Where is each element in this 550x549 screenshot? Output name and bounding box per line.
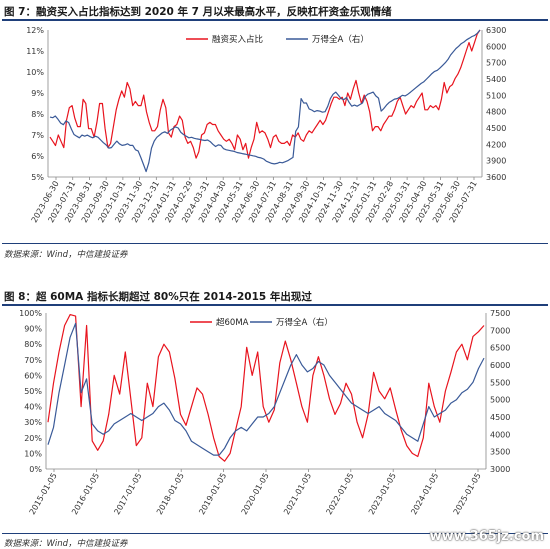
- y-left-tick-label: 90%: [24, 325, 42, 334]
- y-left-tick-label: 40%: [24, 403, 42, 412]
- y-right-tick-label: 6500: [490, 344, 510, 353]
- y-right-tick-label: 4000: [490, 430, 510, 439]
- series-line-0: [49, 29, 481, 159]
- y-right-tick-label: 6000: [486, 42, 506, 51]
- y-left-tick-label: 10%: [24, 449, 42, 458]
- y-left-tick-label: 60%: [24, 371, 42, 380]
- y-right-tick-label: 5700: [486, 59, 506, 68]
- x-tick-label: 2017-01-05: [112, 472, 143, 517]
- y-right-tick-label: 3500: [490, 448, 510, 457]
- x-tick-label: 2016-01-05: [70, 472, 101, 517]
- chart-7: 5% 6% 7% 8% 9% 10% 11% 12% 3600 3900 4200 4500 4800 5…: [26, 26, 506, 224]
- y-right-tick-label: 3000: [490, 465, 510, 474]
- y-left-tick-label: 20%: [24, 434, 42, 443]
- series-line-0: [47, 313, 485, 462]
- x-tick-label: 2023-01-05: [367, 472, 398, 517]
- y-left-tick-label: 12%: [26, 26, 44, 35]
- y-right-tick-label: 5500: [490, 378, 510, 387]
- x-tick-label: 2020-01-05: [240, 472, 271, 517]
- y-left-tick-label: 10%: [26, 68, 44, 77]
- y-right-tick-label: 3900: [486, 157, 506, 166]
- y-right-tick-label: 5400: [486, 75, 506, 84]
- y-right-tick-label: 5000: [490, 396, 510, 405]
- figure-7-bottom-rule: [2, 243, 548, 244]
- y-right-tick-label: 6000: [490, 361, 510, 370]
- x-tick-label: 2025-01-05: [452, 472, 483, 517]
- y-left-tick-label: 30%: [24, 418, 42, 427]
- y-left-tick-label: 0%: [29, 465, 42, 474]
- legend-label-1: 万得全A（右）: [276, 317, 333, 328]
- y-left-tick-label: 6%: [31, 152, 44, 161]
- y-left-tick-label: 80%: [24, 340, 42, 349]
- figure-8-title: 图 8：超 60MA 指标长期超过 80%只在 2014-2015 年出现过: [4, 291, 312, 303]
- y-right-tick-label: 4200: [486, 140, 506, 149]
- y-left-tick-label: 11%: [26, 47, 44, 56]
- figure-8-source: 数据来源：Wind，中信建投证券: [4, 539, 128, 549]
- y-right-tick-label: 5100: [486, 91, 506, 100]
- x-tick-label: 2024-01-05: [409, 472, 440, 517]
- figure-7-source: 数据来源：Wind，中信建投证券: [4, 250, 128, 260]
- figure-7-top-rule: [2, 19, 548, 21]
- y-right-tick-label: 7000: [490, 326, 510, 335]
- series-line-1: [47, 322, 485, 456]
- y-left-tick-label: 50%: [24, 387, 42, 396]
- x-tick-label: 2019-01-05: [197, 472, 228, 517]
- y-right-tick-label: 7500: [490, 309, 510, 318]
- figure-8-bottom-rule: [2, 533, 548, 534]
- figure-8-top-rule: [2, 304, 548, 306]
- y-right-tick-label: 6300: [486, 26, 506, 35]
- series-line-1: [49, 29, 481, 173]
- figure-8: 图 8：超 60MA 指标长期超过 80%只在 2014-2015 年出现过 0…: [0, 285, 550, 549]
- x-tick-label: 2021-01-05: [282, 472, 313, 517]
- y-right-tick-label: 4500: [486, 124, 506, 133]
- y-left-tick-label: 100%: [19, 309, 42, 318]
- y-left-tick-label: 7%: [31, 131, 44, 140]
- legend-label-0: 融资买入占比: [212, 34, 263, 45]
- y-left-tick-label: 9%: [31, 89, 44, 98]
- legend-label-0: 超60MA: [216, 317, 249, 328]
- x-tick-label: 2018-01-05: [155, 472, 186, 517]
- x-tick-label: 2015-01-05: [28, 472, 59, 517]
- y-right-tick-label: 4500: [490, 413, 510, 422]
- legend-label-1: 万得全A（右）: [312, 34, 369, 45]
- site-watermark: www.365jz.com: [429, 529, 544, 544]
- y-left-tick-label: 8%: [31, 110, 44, 119]
- chart-8: 0% 10% 20% 30% 40% 50% 60% 70% 80% 90% 100% 3000 350…: [19, 309, 510, 517]
- y-right-tick-label: 3600: [486, 173, 506, 182]
- y-left-tick-label: 5%: [31, 173, 44, 182]
- figure-7: 图 7：融资买入占比指标达到 2020 年 7 月以来最高水平，反映杠杆资金乐观…: [0, 0, 550, 265]
- x-tick-label: 2022-01-05: [324, 472, 355, 517]
- figure-7-title: 图 7：融资买入占比指标达到 2020 年 7 月以来最高水平，反映杠杆资金乐观…: [4, 6, 392, 18]
- y-left-tick-label: 70%: [24, 356, 42, 365]
- y-right-tick-label: 4800: [486, 108, 506, 117]
